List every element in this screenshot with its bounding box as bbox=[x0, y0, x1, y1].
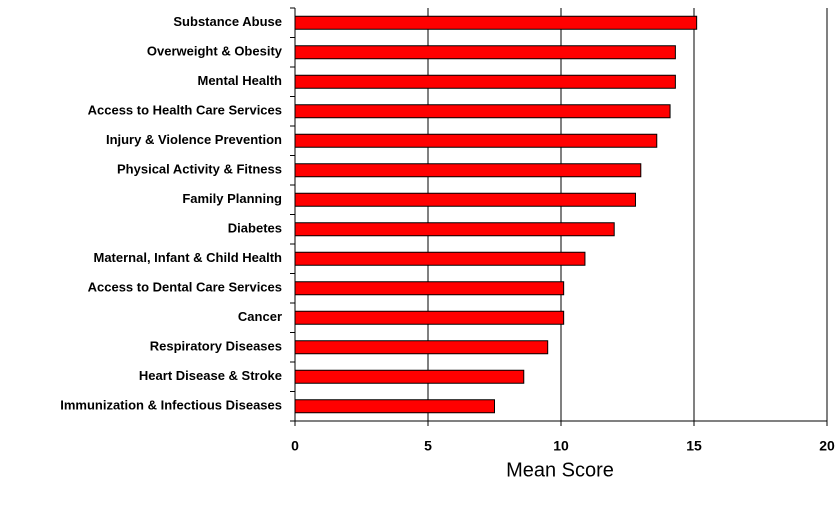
category-label: Mental Health bbox=[197, 73, 282, 88]
category-label: Heart Disease & Stroke bbox=[139, 368, 282, 383]
bars bbox=[294, 15, 698, 414]
bar bbox=[294, 133, 658, 148]
bar bbox=[294, 251, 586, 266]
category-labels: Substance Abuse Overweight & Obesity Menta… bbox=[60, 14, 283, 413]
bar bbox=[294, 340, 549, 355]
category-label: Overweight & Obesity bbox=[147, 44, 283, 59]
bar bbox=[294, 310, 565, 325]
x-tick-label: 10 bbox=[553, 438, 569, 454]
bar bbox=[294, 163, 642, 178]
category-label: Physical Activity & Fitness bbox=[117, 162, 282, 177]
x-tick-label: 20 bbox=[819, 438, 835, 454]
category-label: Immunization & Infectious Diseases bbox=[60, 398, 282, 413]
category-label: Diabetes bbox=[228, 221, 282, 236]
category-label: Access to Dental Care Services bbox=[88, 280, 282, 295]
bar bbox=[294, 45, 676, 60]
x-tick-label: 5 bbox=[424, 438, 432, 454]
category-label: Maternal, Infant & Child Health bbox=[93, 250, 282, 265]
x-axis-title: Mean Score bbox=[506, 459, 614, 481]
category-label: Substance Abuse bbox=[173, 14, 282, 29]
category-label: Access to Health Care Services bbox=[88, 103, 282, 118]
x-tick-label: 15 bbox=[686, 438, 702, 454]
bar bbox=[294, 104, 671, 119]
category-label: Family Planning bbox=[182, 191, 282, 206]
bar bbox=[294, 15, 698, 30]
axes bbox=[290, 7, 828, 426]
bar bbox=[294, 281, 565, 296]
gridlines bbox=[427, 8, 828, 421]
category-label: Injury & Violence Prevention bbox=[106, 132, 282, 147]
bar bbox=[294, 222, 615, 237]
category-label: Cancer bbox=[238, 309, 282, 324]
category-label: Respiratory Diseases bbox=[150, 339, 282, 354]
bar bbox=[294, 399, 495, 414]
x-tick-labels: 0 5 10 15 20 bbox=[291, 438, 835, 454]
bar bbox=[294, 74, 676, 89]
bar bbox=[294, 192, 636, 207]
bar bbox=[294, 369, 525, 384]
x-tick-label: 0 bbox=[291, 438, 299, 454]
